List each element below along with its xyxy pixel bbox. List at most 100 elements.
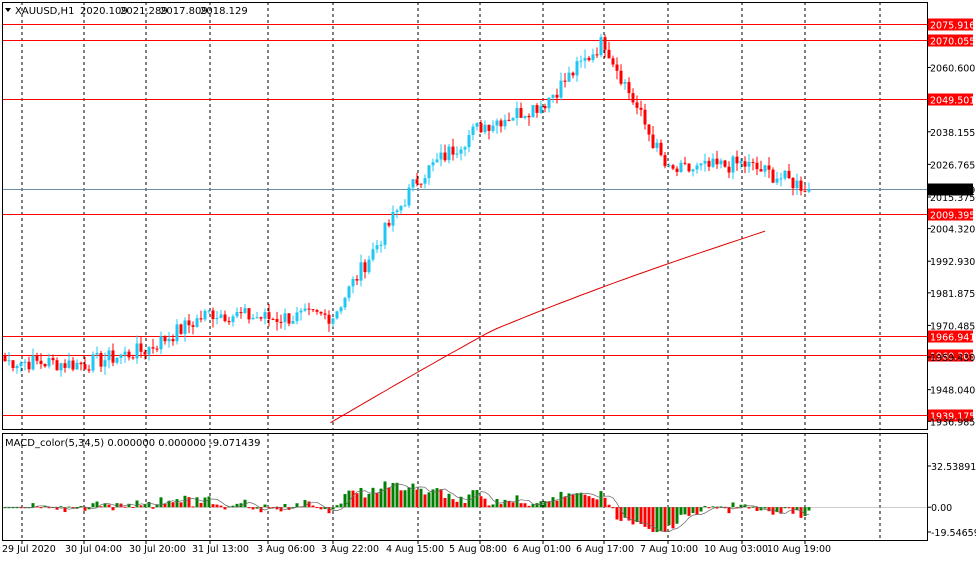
time-label: 30 Jul 04:00	[65, 544, 122, 555]
macd-bar	[95, 501, 99, 508]
macd-bar	[263, 504, 267, 508]
level-price-tag: 1960.303	[928, 349, 975, 363]
macd-bar	[271, 507, 275, 509]
candle-body	[631, 93, 635, 103]
dropdown-triangle-icon[interactable]	[5, 8, 11, 12]
level-tag-label: 2049.501	[930, 96, 975, 107]
candle-body	[727, 166, 731, 173]
macd-bar	[683, 507, 687, 515]
candle-body	[619, 70, 623, 84]
candle-body	[671, 165, 675, 169]
macd-bar	[611, 507, 615, 509]
macd-bar	[195, 497, 199, 508]
candle-body	[719, 160, 723, 165]
candle-body	[543, 105, 547, 109]
macd-bar	[767, 507, 771, 512]
macd-bar	[527, 505, 531, 508]
candle-body	[767, 165, 771, 170]
candle-body	[391, 212, 395, 226]
candle-body	[587, 57, 591, 61]
macd-bar	[687, 507, 691, 516]
price-tick-label: 1992.930	[930, 257, 975, 268]
macd-bar	[387, 487, 391, 508]
macd-bar	[783, 507, 787, 509]
candle-body	[651, 134, 655, 148]
candle-body	[675, 168, 679, 172]
candle-body	[299, 310, 303, 313]
candle-body	[679, 162, 683, 172]
candle-body	[331, 318, 335, 324]
macd-bar	[323, 507, 327, 510]
candle-body	[139, 343, 143, 352]
macd-bar	[163, 503, 167, 508]
macd-bar	[663, 507, 667, 532]
horizontal-levels[interactable]	[2, 24, 927, 416]
macd-bar	[551, 497, 555, 508]
level-tag-label: 2070.055	[930, 37, 975, 48]
candle-body	[627, 82, 631, 94]
macd-tick-label: 32.53891	[931, 462, 976, 473]
candle-body	[607, 49, 611, 59]
candle-body	[27, 361, 31, 370]
macd-bar	[131, 506, 135, 508]
macd-bar	[603, 497, 607, 508]
macd-bar	[659, 507, 663, 532]
macd-bar	[375, 492, 379, 508]
candle-body	[551, 94, 555, 98]
macd-bar	[571, 494, 575, 508]
macd-bar	[155, 504, 159, 508]
macd-bar	[419, 488, 423, 508]
macd-title: MACD_color(5,34,5) 0.000000 0.000000 -9.…	[5, 438, 261, 449]
macd-bar	[35, 506, 39, 508]
macd-bar	[615, 507, 619, 520]
candle-body	[743, 161, 747, 167]
candle-body	[639, 107, 643, 110]
macd-bar	[639, 507, 643, 525]
macd-bar	[671, 507, 675, 529]
candle-body	[615, 64, 619, 71]
candle-body	[107, 350, 111, 361]
macd-bar	[547, 501, 551, 508]
candle-body	[383, 222, 387, 245]
candle-body	[239, 312, 243, 314]
candle-body	[471, 126, 475, 135]
level-tag-label: 1966.941	[930, 333, 975, 344]
candle-body	[415, 179, 419, 184]
candle-body	[259, 317, 263, 319]
macd-bar	[191, 506, 195, 508]
candle-body	[267, 312, 271, 320]
macd-bar	[99, 506, 103, 508]
macd-bar	[483, 498, 487, 508]
macd-bar	[751, 506, 755, 508]
candle-body	[503, 119, 507, 127]
candle-body	[15, 366, 19, 369]
candle-body	[175, 324, 179, 342]
candle-body	[71, 360, 75, 370]
macd-bar	[575, 493, 579, 508]
macd-bar	[115, 503, 119, 508]
time-label: 6 Aug 17:00	[576, 544, 634, 555]
macd-bar	[807, 507, 811, 511]
macd-bar	[71, 507, 75, 509]
macd-bar	[371, 487, 375, 508]
candle-body	[583, 57, 587, 61]
candle-body	[359, 262, 363, 281]
candle-body	[163, 336, 167, 342]
macd-bar	[151, 507, 155, 509]
candle-body	[67, 360, 71, 368]
candle-body	[475, 123, 479, 127]
candle-body	[403, 205, 407, 207]
macd-bar	[307, 501, 311, 508]
candle-body	[55, 360, 59, 371]
candle-body	[463, 147, 467, 150]
candle-body	[599, 37, 603, 56]
candle-body	[699, 163, 703, 166]
candle-body	[575, 61, 579, 76]
macd-signal-line	[5, 483, 810, 533]
macd-bar	[439, 489, 443, 508]
candle-body	[703, 160, 707, 164]
candle-body	[787, 170, 791, 179]
candle-body	[687, 163, 691, 172]
